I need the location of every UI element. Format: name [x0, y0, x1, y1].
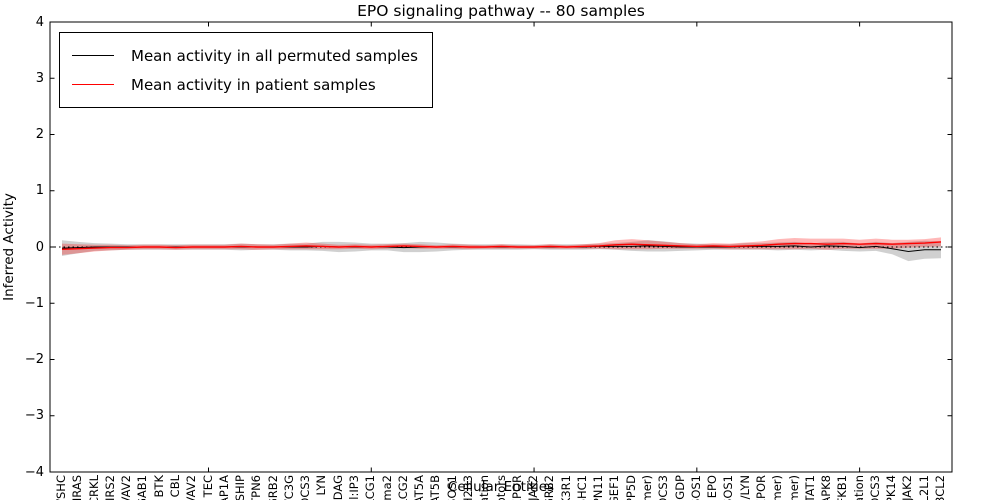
patient-mean-line	[61, 241, 942, 250]
x-tick-label: SHC1	[574, 475, 589, 500]
x-tick-label: GAB1/SHC/GRB2/SOS1	[689, 475, 703, 500]
x-tick-label: PI3K regualtory subunit polypeptide 1/IR…	[233, 475, 247, 500]
x-tick-label: GAB1	[135, 475, 150, 500]
x-tick-label: STAT5 (dimer)	[640, 475, 654, 500]
x-tick-label: TEC/VAV2/GRB2	[266, 475, 280, 500]
y-tick-label: −2	[24, 352, 44, 367]
x-axis-label: Cellular Entities	[447, 479, 555, 495]
y-tick-label: 4	[35, 14, 44, 30]
x-tick-label: EPOR/TRPC2/IP3 Receptors	[494, 475, 508, 500]
x-tick-label: STAT1 (dimer)	[787, 475, 801, 500]
x-tick-label: INPP5D	[623, 475, 638, 500]
x-tick-label: EPO/EPOR	[754, 475, 768, 500]
x-tick-label: EPO/EPOR (dimer)	[770, 475, 784, 500]
x-tick-label: RAP1A	[216, 475, 231, 500]
x-tick-label: mol:GDP	[673, 475, 687, 500]
x-tick-label: SH2B3	[460, 475, 475, 500]
x-tick-label: EPO/EPOR (dimer)/JAK2	[900, 475, 914, 500]
x-tick-label: TEC/VAV2	[184, 475, 198, 500]
x-tick-label: PLCG1	[363, 475, 378, 500]
x-tick-label: SOS1	[444, 475, 459, 500]
x-tick-label: STAT5A	[412, 475, 427, 500]
y-tick-label: −4	[24, 464, 44, 480]
legend-entry-patient: Mean activity in patient samples	[72, 70, 418, 99]
y-tick-label: 0	[35, 239, 44, 255]
x-tick-label: EPO/EPOR (dimer)/LYN	[738, 475, 752, 500]
x-tick-label: PLCG2	[395, 475, 410, 500]
y-tick-label: −1	[24, 295, 44, 311]
x-tick-label: MAPK14	[884, 475, 899, 500]
x-tick-label: mol:DAG	[331, 475, 345, 500]
x-tick-label: PIK3R1	[558, 475, 573, 500]
y-tick-label: −3	[24, 408, 44, 424]
x-tick-label: NFKB1	[835, 475, 850, 500]
x-tick-label: HRAS	[70, 475, 85, 500]
x-tick-label: EPO/EPOR (dimer)/SOCS3	[868, 475, 882, 500]
x-tick-label: CRKL	[86, 475, 101, 500]
x-tick-label: GRB2	[542, 475, 557, 500]
x-tick-label: CRKL/CBL/C3G	[282, 475, 296, 500]
x-tick-label: CBL	[167, 475, 182, 498]
x-tick-label: BTK	[151, 475, 166, 498]
x-tick-label: LYN/PLCgamma2	[380, 475, 394, 500]
x-tick-label: STAT5B	[428, 475, 443, 500]
x-tick-label: LYN	[314, 475, 329, 496]
legend-entry-permuted: Mean activity in all permuted samples	[72, 41, 418, 70]
legend-label-permuted: Mean activity in all permuted samples	[131, 46, 418, 65]
x-tick-label: SOCS3	[656, 475, 671, 500]
x-tick-label: STAT1	[802, 475, 817, 500]
x-tick-label: PTPN11	[591, 475, 606, 500]
x-tick-label: BCL2	[933, 475, 947, 500]
x-tick-label: EPO	[705, 475, 720, 499]
chart-title: EPO signaling pathway -- 80 samples	[357, 2, 645, 20]
legend-line-red	[72, 84, 114, 85]
legend: Mean activity in all permuted samples Me…	[59, 32, 433, 108]
x-tick-label: TEC	[200, 475, 215, 498]
x-tick-label: elevation of cytosolic calcium ion conce…	[477, 475, 491, 500]
legend-label-patient: Mean activity in patient samples	[131, 75, 376, 94]
y-tick-label: 3	[35, 70, 44, 86]
y-tick-label: 1	[35, 183, 44, 199]
x-tick-label: EPOR	[509, 475, 524, 500]
x-tick-label: EPO/EPOR (dimer)/JAK2/SOCS3	[298, 475, 312, 500]
x-tick-label: VAV2	[119, 475, 134, 500]
x-tick-label: SHC/Grb2/SOS1	[721, 475, 735, 500]
x-tick-label: IRS2	[102, 475, 117, 500]
x-tick-label: mol:IP3	[347, 475, 361, 500]
x-tick-label: RAPGEF1	[607, 475, 621, 500]
x-tick-label: GAB1/SHIP/PIK3R1/SHP2/SHC	[54, 475, 68, 500]
x-tick-label: cell proliferation	[852, 475, 866, 500]
x-tick-label: BCL2L1	[916, 475, 931, 500]
y-tick-label: 2	[35, 127, 44, 142]
x-tick-label: PTPN6	[249, 475, 264, 500]
x-tick-label: JAK2	[526, 475, 541, 500]
x-tick-label: MAPK8	[819, 475, 834, 500]
legend-line-black	[72, 55, 114, 56]
